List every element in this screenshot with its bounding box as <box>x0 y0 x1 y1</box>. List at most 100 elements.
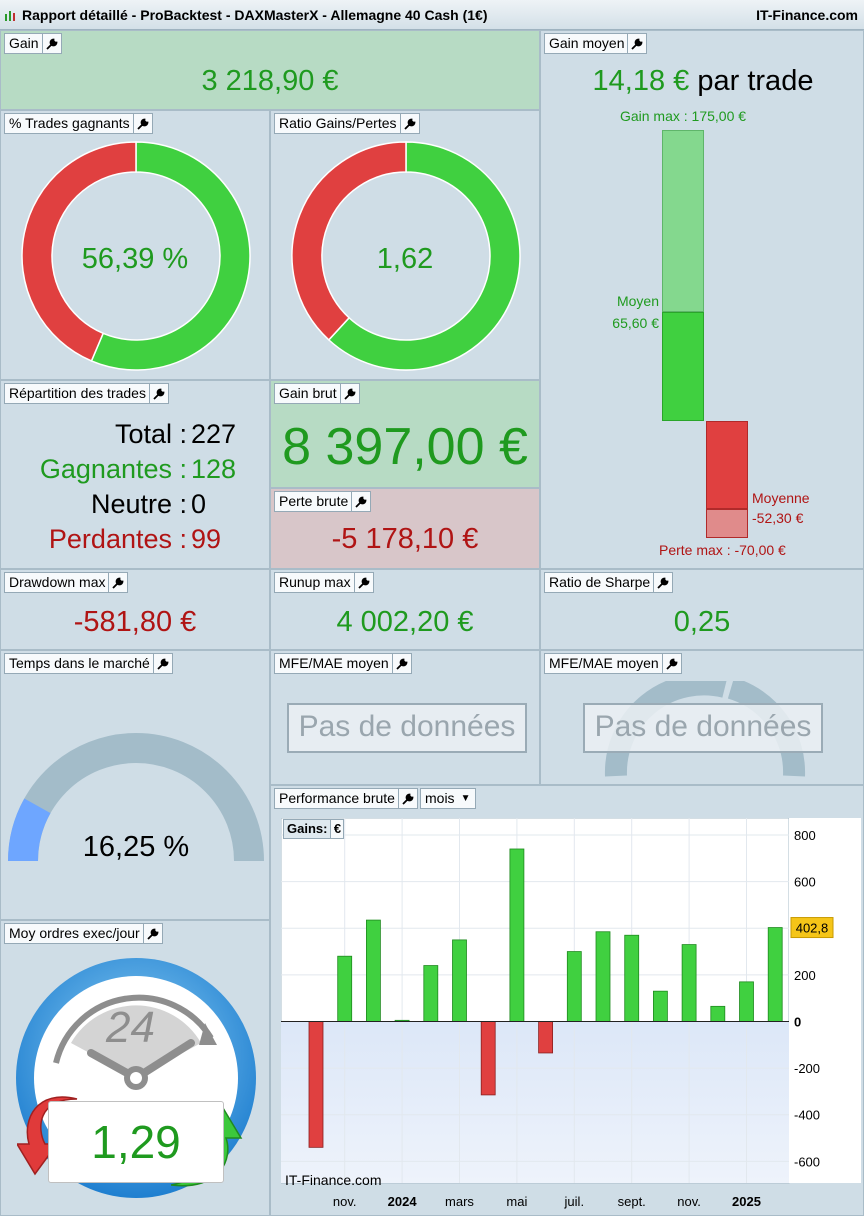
chart-bar <box>480 1021 496 1096</box>
wrench-icon[interactable] <box>41 34 61 53</box>
performance-label: Performance brute <box>274 788 418 809</box>
chart-bar <box>423 965 439 1022</box>
gain-max-bar <box>662 130 704 312</box>
gain-brut-label: Gain brut <box>274 383 360 404</box>
runup-label: Runup max <box>274 572 374 593</box>
runup-value: 4 002,20 € <box>336 606 474 638</box>
wrench-icon[interactable] <box>399 114 419 133</box>
drawdown-panel: Drawdown max -581,80 € <box>0 569 270 650</box>
moy-ordres-value: 1,29 <box>48 1101 224 1183</box>
gain-panel: Gain 3 218,90 € <box>0 30 540 110</box>
wrench-icon[interactable] <box>391 654 411 673</box>
down-arrow-icon <box>17 1096 78 1176</box>
x-tick-label: mars <box>445 1194 474 1209</box>
x-tick-label: nov. <box>677 1194 701 1209</box>
wrench-icon[interactable] <box>351 492 370 511</box>
chart-bar <box>337 955 353 1022</box>
repartition-keys: Total : Gagnantes : Neutre : Perdantes : <box>1 417 187 557</box>
trades-gagnants-panel: % Trades gagnants 56,39 % <box>0 110 270 380</box>
gain-max-label: Gain max : 175,00 € <box>619 108 747 124</box>
last-value-tag <box>790 917 834 939</box>
brand-link[interactable]: IT-Finance.com <box>756 7 858 23</box>
gain-brut-value: 8 397,00 € <box>282 418 528 476</box>
app-chart-icon <box>5 11 15 21</box>
y-axis-area <box>789 818 861 1183</box>
trades-gagnants-value: 56,39 % <box>81 243 189 275</box>
wrench-icon[interactable] <box>142 924 162 943</box>
mfe-mae-panel-2: MFE/MAE moyen Pas de données <box>540 650 864 785</box>
wrench-icon[interactable] <box>339 384 359 403</box>
moyen-label: Moyen <box>616 293 659 309</box>
y-tick-label: 800 <box>794 828 816 843</box>
trades-gagnants-donut <box>21 141 251 371</box>
legend-unit: € <box>330 819 345 839</box>
gain-moyen-suffix: par trade <box>697 65 814 97</box>
chart-bar <box>538 1021 554 1054</box>
chart-watermark: IT-Finance.com <box>285 1172 382 1188</box>
moyenne-value: -52,30 € <box>752 510 804 526</box>
chart-bar <box>739 981 754 1022</box>
gain-moyen-headline: 14,18 € par trade <box>541 65 864 98</box>
temps-marche-panel: Temps dans le marché 16,25 % <box>0 650 270 920</box>
wrench-icon[interactable] <box>353 573 373 592</box>
sharpe-label: Ratio de Sharpe <box>544 572 674 593</box>
chart-bar <box>653 990 668 1022</box>
wrench-icon[interactable] <box>661 654 681 673</box>
ratio-donut <box>291 141 521 371</box>
wrench-icon[interactable] <box>152 654 172 673</box>
x-tick-label: 2024 <box>388 1194 418 1209</box>
total-value: 227 <box>191 419 237 449</box>
y-tick-label: 200 <box>794 968 816 983</box>
temps-marche-gauge <box>8 733 264 862</box>
total-label: Total : <box>114 419 187 449</box>
losses-slice <box>291 141 407 341</box>
x-tick-label: nov. <box>333 1194 357 1209</box>
last-value-text: 402,8 <box>796 921 829 936</box>
neutre-value: 0 <box>191 489 207 519</box>
x-tick-label: mai <box>506 1194 527 1209</box>
repartition-label: Répartition des trades <box>4 383 169 404</box>
repartition-panel: Répartition des trades Total : Gagnantes… <box>0 380 270 569</box>
chart-bar <box>452 939 467 1022</box>
mfe-mae-nodata-1: Pas de données <box>287 703 527 753</box>
wrench-icon[interactable] <box>148 384 168 403</box>
mfe-mae-panel-1: MFE/MAE moyen Pas de données <box>270 650 540 785</box>
mfe-mae-nodata-2: Pas de données <box>583 703 823 753</box>
gains-slice <box>327 141 521 371</box>
wrench-icon[interactable] <box>653 573 672 592</box>
performance-chart: 8006004002000-200-400-600 nov.2024marsma… <box>281 818 861 1209</box>
drawdown-label: Drawdown max <box>4 572 129 593</box>
temps-marche-value: 16,25 % <box>82 831 190 863</box>
y-tick-label: 600 <box>794 875 816 890</box>
perdantes-value: 99 <box>191 524 222 554</box>
chart-bar <box>767 927 783 1022</box>
period-select[interactable]: mois ▼ <box>420 788 476 809</box>
gain-value: 3 218,90 € <box>201 65 339 97</box>
gain-brut-panel: Gain brut 8 397,00 € <box>270 380 540 488</box>
perte-max-label: Perte max : -70,00 € <box>659 542 786 558</box>
moyen-value: 65,60 € <box>612 315 659 331</box>
drawdown-value: -581,80 € <box>73 606 197 638</box>
period-select-value: mois <box>425 790 455 806</box>
loss-max-bar <box>706 509 748 538</box>
legend-label: Gains: <box>287 821 328 836</box>
wrench-icon[interactable] <box>108 573 127 592</box>
ratio-panel: Ratio Gains/Pertes 1,62 <box>270 110 540 380</box>
chart-bar <box>710 1005 726 1022</box>
mfe-mae-label-2: MFE/MAE moyen <box>544 653 682 674</box>
wrench-icon[interactable] <box>627 34 646 53</box>
wrench-icon[interactable] <box>132 114 152 133</box>
losing-trades-slice <box>21 141 137 362</box>
x-tick-label: 2025 <box>732 1194 761 1209</box>
gain-moyen-value: 14,18 € <box>592 65 690 97</box>
ratio-label: Ratio Gains/Pertes <box>274 113 420 134</box>
chevron-down-icon: ▼ <box>460 793 471 804</box>
performance-panel: Performance brute mois ▼ 8006004002000-2… <box>270 785 864 1216</box>
temps-marche-label: Temps dans le marché <box>4 653 173 674</box>
loss-avg-bar <box>706 421 748 509</box>
y-tick-label: -600 <box>794 1154 820 1169</box>
moy-ordres-panel: Moy ordres exec/jour 24 1,29 <box>0 920 270 1216</box>
wrench-icon[interactable] <box>397 789 417 808</box>
gauge-fill <box>8 798 51 862</box>
clock-value: 24 <box>106 1003 155 1052</box>
